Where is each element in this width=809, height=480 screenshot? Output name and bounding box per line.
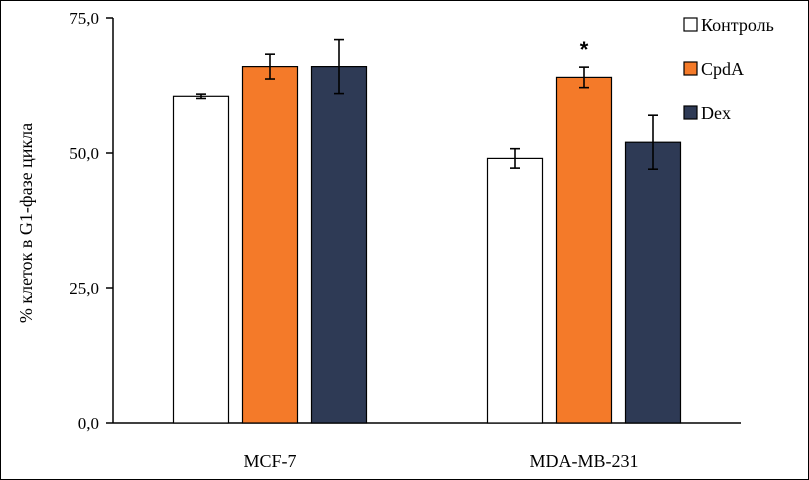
legend-swatch (683, 61, 698, 76)
y-tick-label: 0,0 (78, 414, 99, 433)
bar-контроль-0 (172, 95, 230, 424)
legend-label: CpdA (701, 59, 744, 79)
y-axis-title: % клеток в G1-фазе цикла (16, 123, 36, 323)
x-tick-label: MCF-7 (243, 451, 296, 471)
legend-label: Dex (701, 103, 731, 123)
bar-cpda-1 (555, 76, 613, 424)
x-tick-label: MDA-MB-231 (529, 451, 638, 471)
y-tick-label: 75,0 (69, 9, 99, 28)
y-tick-label: 25,0 (69, 279, 99, 298)
bar-cpda-0 (241, 65, 299, 424)
bar-dex-0 (310, 65, 368, 424)
bar-контроль-1 (486, 157, 544, 424)
bar-dex-1 (624, 141, 682, 424)
legend-swatch (683, 105, 698, 120)
error-bars (196, 38, 658, 170)
legend: Контроль CpdA Dex (683, 15, 774, 123)
significance-marker: * (580, 37, 589, 62)
annotations: * (580, 37, 589, 62)
bars (172, 65, 682, 424)
y-tick-label: 50,0 (69, 144, 99, 163)
legend-label: Контроль (701, 15, 774, 35)
legend-swatch (683, 17, 698, 32)
